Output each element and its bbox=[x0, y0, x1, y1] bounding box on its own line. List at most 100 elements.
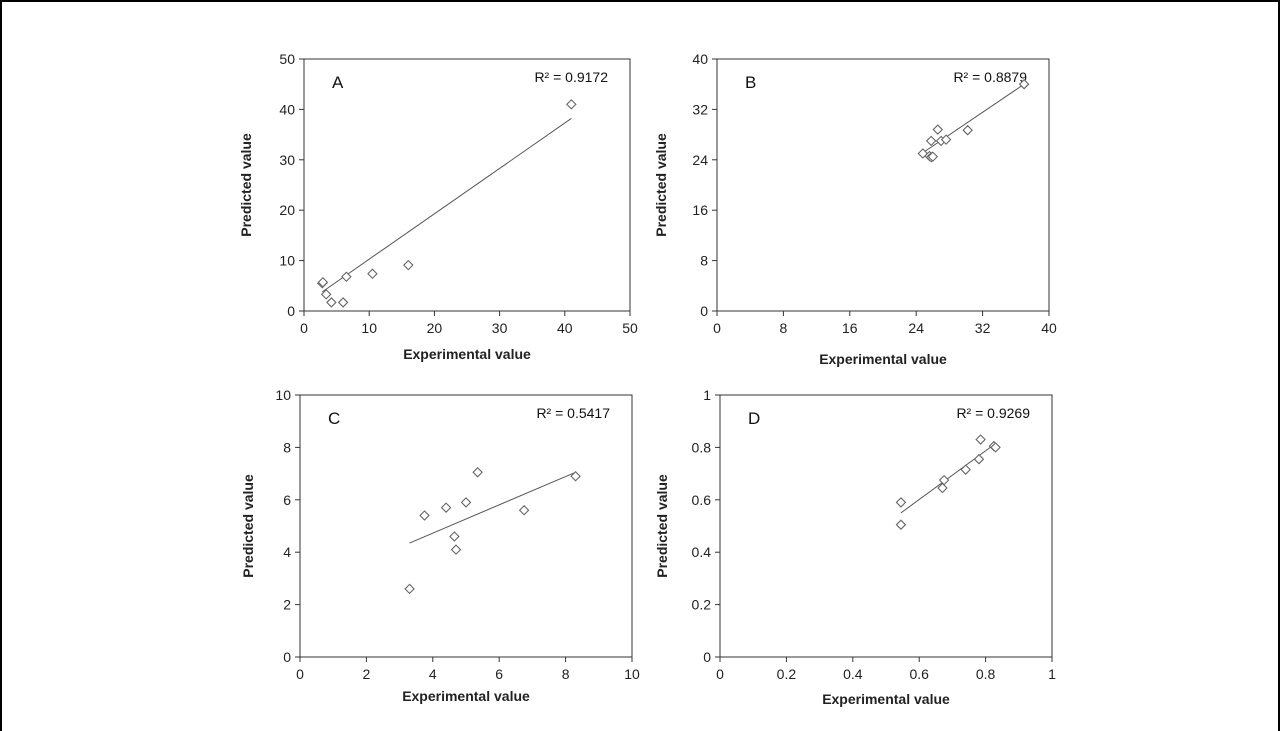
panel-d-x-tick-label: 1 bbox=[1048, 666, 1056, 682]
panel-d-y-axis-title: Predicted value bbox=[654, 474, 670, 578]
panel-a-y-tick-label: 30 bbox=[279, 152, 295, 168]
panel-b-data-point bbox=[940, 134, 952, 145]
panel-a-data-point bbox=[367, 268, 378, 279]
panel-b-plot-area bbox=[716, 58, 1050, 312]
panel-d-data-point bbox=[960, 464, 971, 475]
panel-b-y-tick-label: 16 bbox=[692, 202, 708, 218]
panel-b-x-tick-label: 32 bbox=[975, 320, 991, 336]
panel-a-data-point bbox=[320, 289, 332, 300]
panel-a-r2-label: R² = 0.9172 bbox=[534, 69, 608, 85]
panel-d-x-tick-label: 0.6 bbox=[909, 666, 929, 682]
panel-d-y-tick-label: 0 bbox=[703, 649, 711, 665]
panel-d-letter: D bbox=[748, 409, 760, 428]
panel-c-y-tick-label: 0 bbox=[283, 649, 291, 665]
panel-d-data-point bbox=[990, 442, 1001, 453]
panel-a-plot-area bbox=[303, 58, 631, 312]
panel-b-x-tick-label: 0 bbox=[713, 320, 721, 336]
panel-c-x-axis-title: Experimental value bbox=[402, 688, 530, 704]
panel-d-data-point bbox=[975, 434, 986, 445]
panel-b-data-point bbox=[962, 124, 973, 136]
panel-c-y-tick-label: 4 bbox=[283, 544, 291, 560]
panel-a-letter: A bbox=[332, 73, 344, 92]
panel-a-x-tick-label: 40 bbox=[557, 320, 573, 336]
panel-d-data-point bbox=[938, 474, 950, 486]
panel-b-data-point bbox=[927, 151, 939, 162]
panel-b-y-axis-title: Predicted value bbox=[653, 133, 669, 237]
panel-d-x-tick-label: 0.2 bbox=[777, 666, 797, 682]
panel-b-x-tick-label: 40 bbox=[1041, 320, 1057, 336]
panel-b-x-tick-label: 16 bbox=[842, 320, 858, 336]
panel-d-y-tick-label: 0.6 bbox=[692, 492, 712, 508]
panel-c-data-point bbox=[450, 544, 462, 555]
panel-b-data-point bbox=[925, 135, 937, 147]
panel-b-y-tick-label: 0 bbox=[700, 303, 708, 319]
panel-a-data-point bbox=[566, 99, 577, 110]
panel-a-data-point bbox=[317, 276, 329, 288]
panel-b-y-tick-label: 32 bbox=[692, 101, 708, 117]
panel-d-x-tick-label: 0.4 bbox=[843, 666, 863, 682]
panel-d-x-axis-title: Experimental value bbox=[822, 691, 950, 707]
panel-d-y-tick-label: 1 bbox=[703, 387, 711, 403]
panel-a-trendline bbox=[321, 118, 572, 293]
panel-c-letter: C bbox=[328, 409, 340, 428]
panel-d-plot-area bbox=[719, 394, 1053, 658]
panel-c-x-tick-label: 6 bbox=[495, 666, 503, 682]
panel-b-letter: B bbox=[745, 73, 756, 92]
panel-c-x-tick-label: 4 bbox=[429, 666, 437, 682]
panel-b-x-tick-label: 24 bbox=[908, 320, 924, 336]
panel-b-y-tick-label: 40 bbox=[692, 51, 708, 67]
panel-d-data-point bbox=[895, 497, 907, 508]
panel-d-trendline bbox=[900, 443, 996, 514]
panel-c-trendline bbox=[409, 471, 576, 544]
panel-d-y-tick-label: 0.4 bbox=[692, 544, 712, 560]
panel-a-y-tick-label: 10 bbox=[279, 253, 295, 269]
panel-c-x-tick-label: 10 bbox=[624, 666, 640, 682]
panel-a-x-axis-title: Experimental value bbox=[403, 346, 531, 362]
panel-a-y-tick-label: 50 bbox=[279, 51, 295, 67]
panel-a-y-tick-label: 40 bbox=[279, 101, 295, 117]
panel-a-data-point bbox=[403, 259, 414, 271]
panel-c-data-point bbox=[472, 467, 483, 478]
panel-c-data-point bbox=[449, 531, 460, 542]
panel-b-x-tick-label: 8 bbox=[780, 320, 788, 336]
panel-c-data-point bbox=[419, 510, 430, 521]
panel-c-data-point bbox=[440, 502, 452, 513]
panel-c-plot-area bbox=[299, 394, 633, 658]
panel-c-y-axis-title: Predicted value bbox=[240, 474, 256, 578]
panel-b-y-tick-label: 8 bbox=[700, 253, 708, 269]
panel-d-data-point bbox=[973, 453, 985, 465]
panel-c-y-tick-label: 2 bbox=[283, 597, 291, 613]
panel-c-y-tick-label: 8 bbox=[283, 439, 291, 455]
panel-c-x-tick-label: 8 bbox=[562, 666, 570, 682]
panel-b-data-point bbox=[1018, 78, 1030, 90]
panel-a-x-tick-label: 20 bbox=[427, 320, 443, 336]
panel-a-data-point bbox=[326, 297, 337, 308]
panel-c-y-tick-label: 6 bbox=[283, 492, 291, 508]
panel-b-r2-label: R² = 0.8879 bbox=[953, 69, 1027, 85]
panel-d-data-point bbox=[937, 482, 948, 494]
panel-a-data-point bbox=[341, 271, 352, 283]
panel-d-data-point bbox=[895, 519, 907, 530]
panel-c-r2-label: R² = 0.5417 bbox=[536, 405, 610, 421]
panel-b-data-point bbox=[932, 124, 944, 135]
panel-b-x-axis-title: Experimental value bbox=[819, 351, 947, 367]
panel-c-data-point bbox=[404, 583, 415, 595]
panel-a-y-tick-label: 20 bbox=[279, 202, 295, 218]
panel-a-x-tick-label: 0 bbox=[300, 320, 308, 336]
panel-c-x-tick-label: 2 bbox=[363, 666, 371, 682]
panel-c-y-tick-label: 10 bbox=[275, 387, 291, 403]
panel-c-x-tick-label: 0 bbox=[296, 666, 304, 682]
panel-c-data-point bbox=[570, 470, 581, 482]
panel-d-x-tick-label: 0 bbox=[716, 666, 724, 682]
panel-d-r2-label: R² = 0.9269 bbox=[956, 405, 1030, 421]
panel-d-y-tick-label: 0.2 bbox=[692, 597, 712, 613]
panel-a-y-tick-label: 0 bbox=[287, 303, 295, 319]
panel-d-y-tick-label: 0.8 bbox=[692, 439, 712, 455]
panel-b-y-tick-label: 24 bbox=[692, 152, 708, 168]
panel-a-x-tick-label: 10 bbox=[361, 320, 377, 336]
panel-d-x-tick-label: 0.8 bbox=[976, 666, 996, 682]
panel-a-x-tick-label: 30 bbox=[492, 320, 508, 336]
panel-c-data-point bbox=[460, 497, 472, 508]
